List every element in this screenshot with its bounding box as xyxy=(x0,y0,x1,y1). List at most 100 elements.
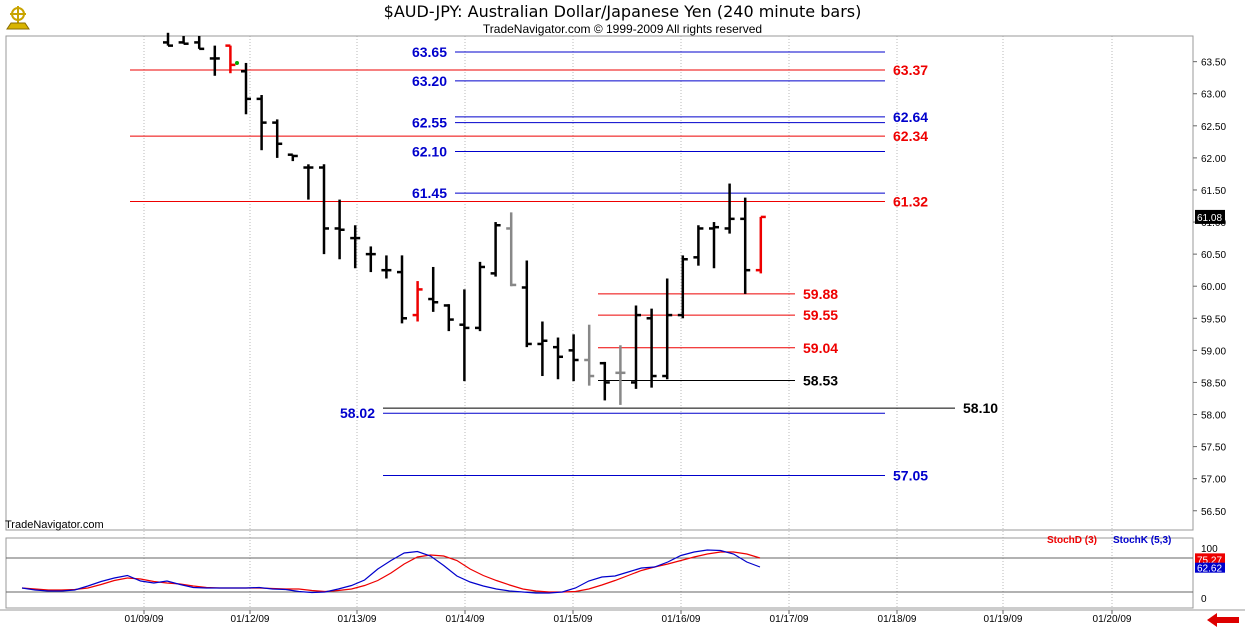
price-bar xyxy=(662,278,673,380)
y-tick-label: 58.00 xyxy=(1201,411,1226,422)
date-label: 01/19/09 xyxy=(984,614,1023,625)
price-bar xyxy=(163,32,173,47)
footer-brand: TradeNavigator.com xyxy=(5,519,104,531)
price-bar xyxy=(521,260,532,348)
price-bar xyxy=(178,36,189,45)
level-label: 59.55 xyxy=(803,307,838,323)
level-label: 61.32 xyxy=(893,194,928,210)
y-tick-label: 63.00 xyxy=(1201,90,1226,101)
level-label: 62.64 xyxy=(893,109,928,125)
date-label: 01/17/09 xyxy=(770,614,809,625)
price-bar xyxy=(490,222,501,277)
date-label: 01/12/09 xyxy=(231,614,270,625)
price-bar xyxy=(365,246,376,273)
stoch-k-value: 62.62 xyxy=(1197,564,1222,575)
chart-title: $AUD-JPY: Australian Dollar/Japanese Yen… xyxy=(383,2,862,21)
copyright-notice: TradeNavigator.com © 1999-2009 All right… xyxy=(482,22,763,36)
price-bar xyxy=(225,44,236,74)
price-bar xyxy=(755,215,766,274)
date-label: 01/14/09 xyxy=(446,614,485,625)
level-label: 63.20 xyxy=(412,73,447,89)
level-label: 59.04 xyxy=(803,340,838,356)
price-bar xyxy=(397,255,407,324)
price-bar xyxy=(693,225,704,266)
price-bar xyxy=(459,289,470,382)
trade-navigator-logo-icon[interactable] xyxy=(3,3,33,33)
price-bar xyxy=(724,183,735,234)
stoch-k-value-tag xyxy=(1195,562,1225,573)
date-label: 01/13/09 xyxy=(338,614,377,625)
y-tick-label: 59.00 xyxy=(1201,346,1226,357)
price-panel-frame xyxy=(5,35,1194,531)
date-label: 01/09/09 xyxy=(125,614,164,625)
level-label: 57.05 xyxy=(893,467,928,483)
price-bar xyxy=(568,334,579,382)
price-bar xyxy=(615,345,626,405)
y-tick-label: 60.00 xyxy=(1201,282,1226,293)
osc-tick-label: 100 xyxy=(1201,544,1218,555)
level-label: 62.55 xyxy=(412,115,447,131)
level-label: 63.37 xyxy=(893,62,928,78)
level-label: 58.02 xyxy=(340,405,375,421)
level-label: 61.45 xyxy=(412,185,447,201)
price-bar xyxy=(584,324,595,386)
price-bar xyxy=(381,255,392,279)
price-bar xyxy=(599,361,610,401)
price-bar xyxy=(350,225,361,269)
level-label: 58.53 xyxy=(803,373,838,389)
y-tick-label: 60.50 xyxy=(1201,250,1226,261)
price-bar xyxy=(194,36,205,51)
y-tick-label: 62.50 xyxy=(1201,122,1226,133)
price-bar xyxy=(677,255,688,319)
level-label: 59.88 xyxy=(803,286,838,302)
stoch-d-value: 75.27 xyxy=(1197,555,1222,566)
y-tick-label: 58.50 xyxy=(1201,378,1226,389)
price-bar xyxy=(428,266,439,312)
legend-entry: StochK (5,3) xyxy=(1113,535,1171,546)
y-tick-label: 56.50 xyxy=(1201,507,1226,518)
level-label: 62.10 xyxy=(412,143,447,159)
legend-entry: StochD (3) xyxy=(1047,535,1097,546)
y-tick-label: 61.50 xyxy=(1201,186,1226,197)
date-label: 01/20/09 xyxy=(1093,614,1132,625)
date-label: 01/16/09 xyxy=(662,614,701,625)
y-tick-label: 63.50 xyxy=(1201,58,1226,69)
date-label: 01/18/09 xyxy=(878,614,917,625)
y-tick-label: 59.50 xyxy=(1201,314,1226,325)
price-bar xyxy=(553,337,563,380)
price-bar xyxy=(209,45,220,76)
date-label: 01/15/09 xyxy=(554,614,593,625)
price-bar xyxy=(303,164,314,200)
price-bar xyxy=(740,197,751,294)
price-bar xyxy=(319,164,329,255)
price-bar xyxy=(272,119,283,158)
price-bar xyxy=(709,222,719,269)
signal-dot xyxy=(235,60,239,65)
price-bar xyxy=(506,212,517,287)
price-bar xyxy=(475,261,485,332)
y-tick-label: 62.00 xyxy=(1201,154,1226,165)
red-left-arrow-icon[interactable] xyxy=(1205,612,1241,628)
price-bar xyxy=(287,153,298,162)
level-label: 63.65 xyxy=(412,44,447,60)
price-bar xyxy=(412,281,423,322)
price-bar xyxy=(256,95,267,151)
price-bar xyxy=(631,305,641,389)
price-bar xyxy=(646,308,657,388)
y-tick-label: 57.00 xyxy=(1201,475,1226,486)
price-bar xyxy=(241,62,251,115)
price-bar xyxy=(334,199,345,260)
price-bar xyxy=(537,321,548,377)
level-label: 62.34 xyxy=(893,128,928,144)
osc-tick-label: 0 xyxy=(1201,594,1207,605)
level-label: 58.10 xyxy=(963,400,998,416)
last-price-label: 61.08 xyxy=(1197,213,1222,224)
price-bar xyxy=(443,304,454,332)
stoch-d-line xyxy=(21,551,761,593)
last-price-tag xyxy=(1195,209,1225,224)
y-tick-label: 57.50 xyxy=(1201,443,1226,454)
oscillator-panel-frame xyxy=(5,537,1194,609)
stoch-d-value-tag xyxy=(1195,553,1225,566)
stoch-k-line xyxy=(21,549,761,594)
